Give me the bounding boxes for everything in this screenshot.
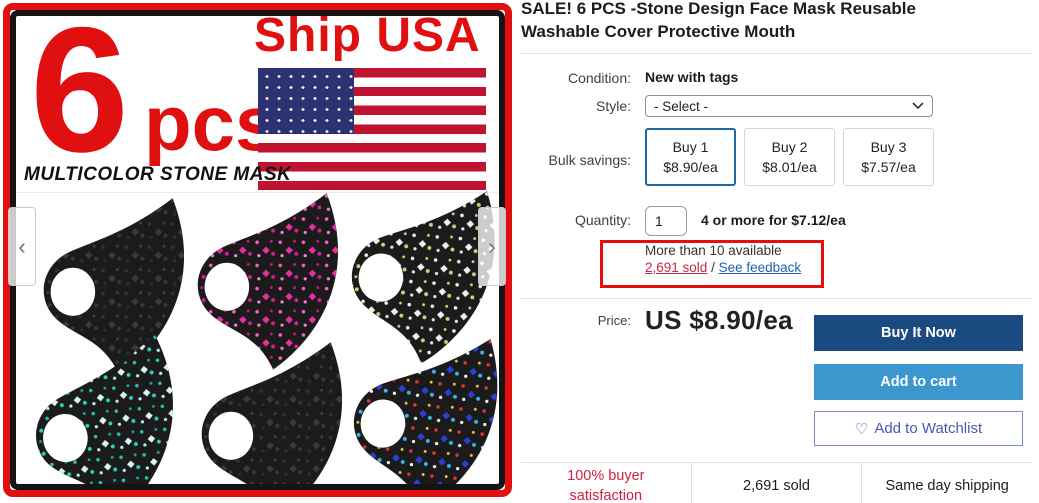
bulk-price: $8.01/ea — [762, 159, 817, 175]
see-feedback-link[interactable]: See feedback — [718, 260, 802, 275]
add-to-watchlist-button[interactable]: ♡ Add to Watchlist — [814, 411, 1023, 446]
item-details-panel: SALE! 6 PCS -Stone Design Face Mask Reus… — [521, 0, 1039, 503]
availability-highlight-box — [600, 240, 824, 288]
chevron-down-icon — [912, 102, 924, 110]
usa-flag-image — [258, 68, 486, 190]
bulk-qty: Buy 1 — [672, 138, 709, 155]
bulk-option-buy-3[interactable]: Buy 3 $7.57/ea — [843, 128, 934, 186]
stat-sold-count: 2,691 sold — [690, 463, 862, 503]
bulk-qty: Buy 2 — [771, 138, 808, 155]
seller-stats-bar: 100% buyer satisfaction 2,691 sold Same … — [521, 462, 1032, 503]
quantity-bulk-note: 4 or more for $7.12/ea — [701, 212, 846, 228]
product-image-inner: 6 pcs Ship USA MULTICOLOR STONE MASK — [10, 10, 505, 490]
style-select[interactable]: - Select - — [645, 95, 933, 117]
heart-icon: ♡ — [854, 420, 869, 438]
quantity-label: Quantity: — [574, 212, 631, 228]
carousel-next-button[interactable]: › — [478, 207, 506, 286]
usa-flag-canton — [258, 68, 354, 134]
divider — [521, 53, 1032, 54]
sold-feedback-line: 2,691 sold / See feedback — [645, 260, 801, 275]
photo-seam — [16, 192, 499, 193]
bulk-option-buy-2[interactable]: Buy 2 $8.01/ea — [744, 128, 835, 186]
stat-shipping: Same day shipping — [861, 463, 1032, 503]
bulk-price: $8.90/ea — [663, 159, 718, 175]
quantity-input[interactable] — [645, 206, 687, 236]
style-select-value: - Select - — [654, 98, 709, 114]
banner-ship-usa: Ship USA — [254, 10, 481, 62]
banner-subtitle: MULTICOLOR STONE MASK — [24, 164, 292, 185]
bulk-price: $7.57/ea — [861, 159, 916, 175]
banner-count: 6 — [30, 10, 129, 189]
price-label: Price: — [597, 313, 631, 328]
bulk-option-buy-1[interactable]: Buy 1 $8.90/ea — [645, 128, 736, 186]
separator-text: / — [707, 260, 719, 275]
banner-count-unit: pcs — [144, 79, 279, 167]
buy-it-now-button[interactable]: Buy It Now — [814, 315, 1023, 351]
bulk-qty: Buy 3 — [870, 138, 907, 155]
watchlist-label: Add to Watchlist — [874, 420, 983, 437]
stat-buyer-satisfaction: 100% buyer satisfaction — [567, 467, 645, 503]
product-image[interactable]: 6 pcs Ship USA MULTICOLOR STONE MASK — [3, 3, 512, 497]
availability-text: More than 10 available — [645, 243, 782, 258]
price-value: US $8.90/ea — [645, 305, 793, 335]
bulk-savings-label: Bulk savings: — [548, 152, 631, 168]
divider — [521, 298, 1032, 299]
condition-label: Condition: — [567, 70, 631, 86]
add-to-cart-button[interactable]: Add to cart — [814, 364, 1023, 400]
condition-value: New with tags — [645, 69, 739, 85]
chevron-right-icon: › — [488, 233, 496, 259]
mask-multicolor-stones-image — [346, 327, 499, 484]
chevron-left-icon: ‹ — [18, 233, 26, 259]
carousel-prev-button[interactable]: ‹ — [8, 207, 36, 286]
style-label: Style: — [595, 98, 631, 114]
item-title: SALE! 6 PCS -Stone Design Face Mask Reus… — [521, 0, 916, 41]
sold-count-link[interactable]: 2,691 sold — [645, 260, 708, 275]
